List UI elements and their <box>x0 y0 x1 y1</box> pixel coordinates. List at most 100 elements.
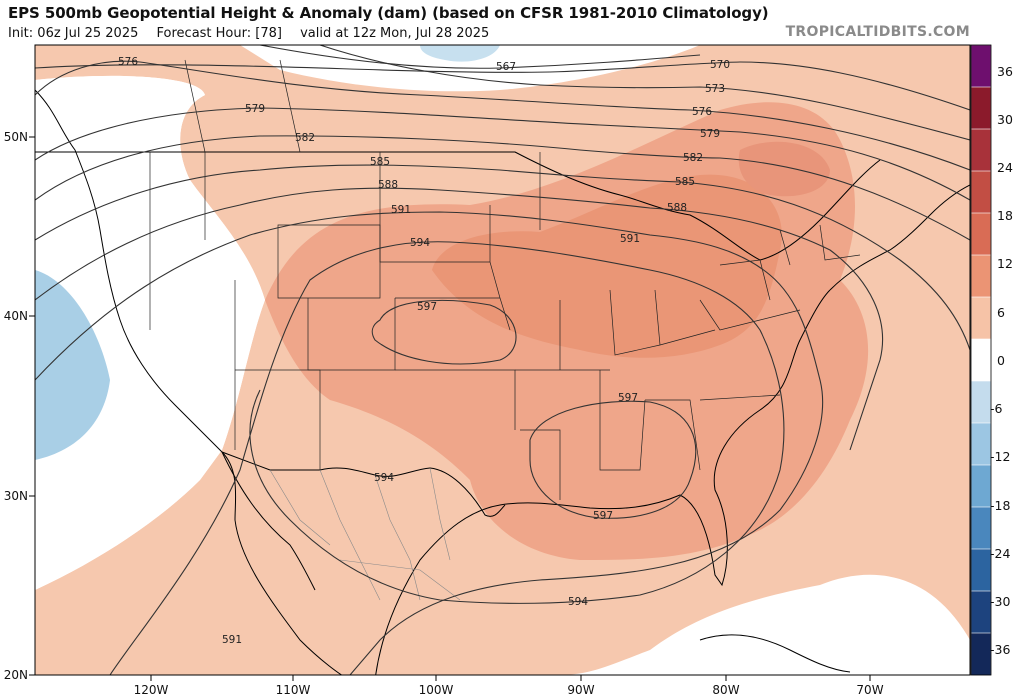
mexico-state-lines <box>269 467 461 601</box>
contour-567 <box>259 45 701 69</box>
lon-label: 70W <box>856 683 883 696</box>
contour-label: 597 <box>618 392 638 404</box>
colorbar-cell <box>970 590 992 634</box>
colorbar-label: 24 <box>997 160 1013 175</box>
gulf-coast <box>375 289 831 675</box>
anomaly-plus-9 <box>432 174 782 358</box>
contour-597-rockies <box>371 299 517 365</box>
colorbar-label: -30 <box>990 594 1010 609</box>
lon-label: 90W <box>567 683 594 696</box>
contour-label: 585 <box>675 176 695 188</box>
contour-label: 591 <box>620 233 640 245</box>
colorbar-label: 18 <box>997 208 1013 223</box>
lat-label: 20N <box>4 668 28 682</box>
contour-label: 594 <box>374 472 394 484</box>
lon-label: 100W <box>419 683 454 696</box>
colorbar-cell <box>970 464 992 508</box>
contour-588 <box>35 187 884 451</box>
colorbar-cell <box>970 128 992 172</box>
contour-579 <box>35 107 970 201</box>
contour-label: 576 <box>118 56 138 68</box>
contour-573 <box>319 45 970 141</box>
colorbar: 36 30 24 18 12 6 0 -6 -12 -18 -24 -30 -3… <box>970 44 1013 676</box>
cold-pocket-pacific <box>35 75 265 590</box>
colorbar-cell <box>970 548 992 592</box>
colorbar-cells <box>970 44 992 676</box>
contour-labels: 576 567 570 573 579 576 579 582 582 585 … <box>118 56 730 646</box>
colorbar-label: -36 <box>990 642 1010 657</box>
forecast-hour: Forecast Hour: [78] <box>156 26 282 41</box>
contour-label: 591 <box>391 204 411 216</box>
contour-label: 582 <box>295 132 315 144</box>
colorbar-cell <box>970 296 992 340</box>
colorbar-label: 30 <box>997 112 1013 127</box>
colorbar-cell <box>970 338 992 382</box>
colorbar-label: 36 <box>997 64 1013 79</box>
west-coastline <box>35 89 343 675</box>
us-mexico-border <box>221 451 506 517</box>
colorbar-cell <box>970 254 992 298</box>
baja-peninsula <box>221 451 316 591</box>
lon-label: 120W <box>134 683 169 696</box>
colorbar-cell <box>970 212 992 256</box>
colorbar-label: -6 <box>990 401 1003 416</box>
lon-label: 110W <box>276 683 311 696</box>
contour-label: 597 <box>417 301 437 313</box>
contour-label: 585 <box>370 156 390 168</box>
colorbar-cell <box>970 632 992 676</box>
contour-label: 597 <box>593 510 613 522</box>
colorbar-cell <box>970 506 992 550</box>
us-canada-border <box>35 151 881 261</box>
valid-time: valid at 12z Mon, Jul 28 2025 <box>300 26 490 41</box>
init-time: Init: 06z Jul 25 2025 <box>8 26 139 41</box>
contour-label: 573 <box>705 83 725 95</box>
map-area: 576 567 570 573 579 576 579 582 582 585 … <box>35 45 970 675</box>
contour-label: 594 <box>410 237 430 249</box>
lat-axis: 50N 40N 30N 20N <box>4 130 35 682</box>
colorbar-cell <box>970 422 992 466</box>
colorbar-cell <box>970 170 992 214</box>
contour-582 <box>35 135 970 241</box>
colorbar-label: -12 <box>990 449 1010 464</box>
contour-597-southeast <box>529 400 697 519</box>
chart-title: EPS 500mb Geopotential Height & Anomaly … <box>8 4 769 22</box>
cold-pocket-bc <box>35 270 110 460</box>
lat-label: 40N <box>4 309 28 323</box>
colorbar-label: -24 <box>990 546 1010 561</box>
contour-594 <box>109 241 785 675</box>
lon-axis: 120W 110W 100W 90W 80W 70W <box>134 675 884 696</box>
dark-pocket-ne <box>738 141 830 197</box>
contour-591 <box>35 211 824 675</box>
height-contours <box>35 45 970 675</box>
colorbar-label: 6 <box>997 305 1005 320</box>
contour-label: 576 <box>692 106 712 118</box>
east-coastline <box>829 184 970 291</box>
contour-label: 591 <box>222 634 242 646</box>
colorbar-cell <box>970 44 992 88</box>
contour-585 <box>35 164 970 351</box>
geography-lines <box>35 89 970 675</box>
colorbar-frame <box>970 44 992 676</box>
colorbar-label: 12 <box>997 256 1013 271</box>
contour-label: 570 <box>710 59 730 71</box>
run-info: Init: 06z Jul 25 2025 Forecast Hour: [78… <box>8 26 503 41</box>
contour-570 <box>35 61 970 111</box>
cuba-outline <box>699 634 851 673</box>
colorbar-labels: 36 30 24 18 12 6 0 -6 -12 -18 -24 -30 -3… <box>990 64 1013 657</box>
brand-watermark: TROPICALTIDBITS.COM <box>785 24 970 40</box>
contour-label: 588 <box>378 179 398 191</box>
contour-label: 582 <box>683 152 703 164</box>
lon-label: 80W <box>712 683 739 696</box>
colorbar-label: 0 <box>997 353 1005 368</box>
contour-576 <box>35 60 970 171</box>
colorbar-cell <box>970 86 992 130</box>
contour-label: 567 <box>496 61 516 73</box>
contour-label: 588 <box>667 202 687 214</box>
colorbar-cell <box>970 380 992 424</box>
cold-pocket-caribbean <box>690 599 970 675</box>
contour-label: 594 <box>568 596 588 608</box>
lat-label: 30N <box>4 489 28 503</box>
colorbar-label: -18 <box>990 498 1010 513</box>
anomaly-fill <box>35 45 970 675</box>
